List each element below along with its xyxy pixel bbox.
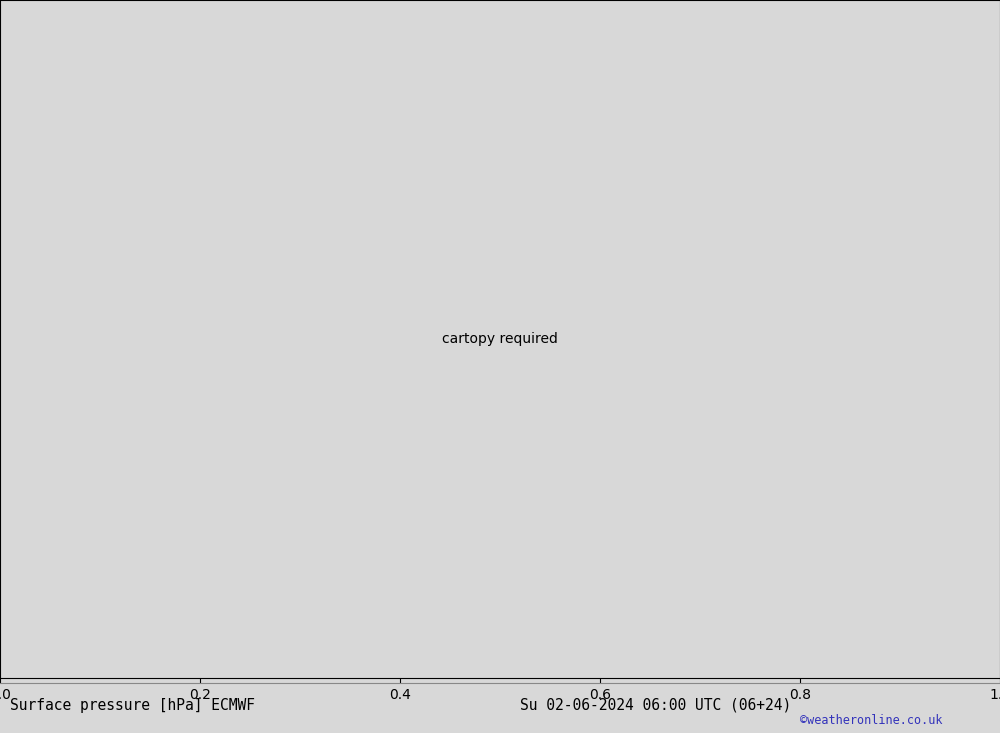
Text: Surface pressure [hPa] ECMWF: Surface pressure [hPa] ECMWF [10,698,255,712]
Text: ©weatheronline.co.uk: ©weatheronline.co.uk [800,714,942,727]
Text: cartopy required: cartopy required [442,332,558,346]
Text: Su 02-06-2024 06:00 UTC (06+24): Su 02-06-2024 06:00 UTC (06+24) [520,698,791,712]
